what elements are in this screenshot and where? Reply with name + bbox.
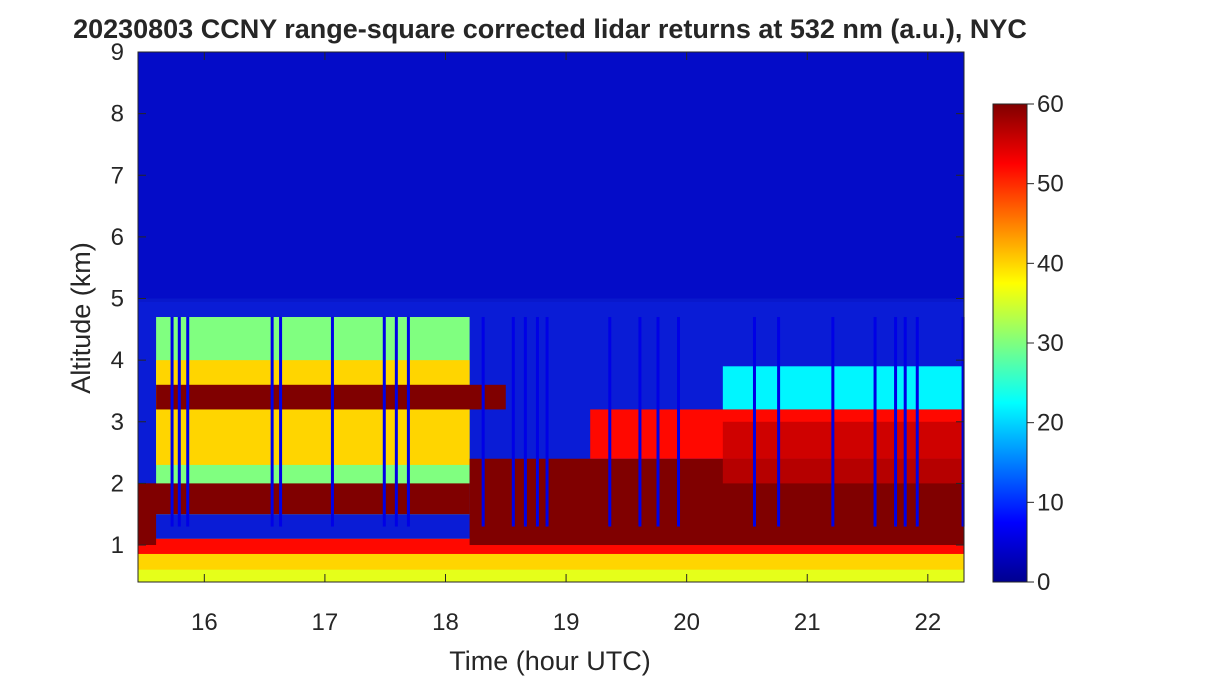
cloud-gap-streak-1	[177, 317, 181, 527]
y-tick-label-1: 2	[111, 470, 124, 497]
y-tick-label-6: 7	[111, 162, 124, 189]
y-tick-label-4: 5	[111, 286, 124, 313]
cloud-gap-streak-18	[752, 317, 756, 527]
heatmap-layer-3	[144, 483, 470, 515]
y-tick-label-5: 6	[111, 224, 124, 251]
x-tick-label-1: 17	[312, 609, 339, 636]
heatmap-layer-early	[138, 483, 157, 546]
colorbar-tick-label-4: 40	[1037, 250, 1064, 277]
heatmap-layers	[138, 52, 964, 582]
cloud-gap-streak-15	[638, 317, 642, 527]
heatmap-layer-0-lower	[138, 569, 964, 582]
cloud-gap-streak-8	[406, 317, 410, 527]
cloud-gap-streak-3	[270, 317, 274, 527]
x-tick-label-4: 20	[673, 609, 700, 636]
x-axis-ticks: 16 17 18 19 20 21 22	[191, 52, 941, 636]
x-tick-label-3: 19	[553, 609, 580, 636]
x-tick-label-5: 21	[794, 609, 821, 636]
x-tick-label-2: 18	[432, 609, 459, 636]
y-axis-label: Altitude (km)	[66, 242, 96, 394]
colorbar-tick-label-3: 30	[1037, 330, 1064, 357]
cloud-gap-streak-22	[894, 317, 898, 527]
chart-title: 20230803 CCNY range-square corrected lid…	[73, 14, 1027, 44]
plot-frame	[137, 51, 965, 583]
y-tick-label-0: 1	[111, 532, 124, 559]
x-tick-label-0: 16	[191, 609, 218, 636]
cloud-gap-streak-6	[382, 317, 386, 527]
cloud-gap-streak-2	[186, 317, 190, 527]
colorbar-ticks: 0 10 20 30 40 50 60	[1027, 91, 1064, 596]
cloud-gap-streak-23	[903, 317, 907, 527]
cloud-gap-streak-14	[608, 317, 612, 527]
colorbar-gradient	[992, 103, 1028, 583]
cloud-gap-streak-11	[523, 317, 527, 527]
cloud-gap-streak-9	[481, 317, 485, 527]
y-axis-ticks: 1 2 3 4 5 6 7 8 9	[111, 39, 964, 559]
y-tick-label-3: 4	[111, 347, 124, 374]
colorbar-tick-label-6: 60	[1037, 91, 1064, 118]
cloud-gap-streak-24	[915, 317, 919, 527]
y-tick-label-8: 9	[111, 39, 124, 66]
colorbar-tick-label-0: 0	[1037, 569, 1050, 596]
y-tick-label-7: 8	[111, 101, 124, 128]
colorbar-tick-label-1: 10	[1037, 489, 1064, 516]
heatmap-layer-5	[138, 52, 964, 299]
cloud-gap-streak-20	[831, 317, 835, 527]
cloud-gap-streak-4	[279, 317, 283, 527]
heatmap-layer-1-mix	[722, 421, 964, 484]
cloud-gap-streak-7	[394, 317, 398, 527]
heatmap-layer-4-east	[722, 366, 964, 410]
colorbar-tick-label-5: 50	[1037, 171, 1064, 198]
cloud-gap-streak-0	[170, 317, 174, 527]
heatmap-layer-4-core	[156, 360, 470, 465]
y-tick-label-2: 3	[111, 409, 124, 436]
x-tick-label-6: 22	[914, 609, 941, 636]
colorbar: 0 10 20 30 40 50 60	[992, 91, 1064, 596]
cloud-gap-streak-16	[656, 317, 660, 527]
x-axis-label: Time (hour UTC)	[449, 646, 651, 676]
cloud-gap-streak-21	[873, 317, 877, 527]
cloud-gap-streak-13	[545, 317, 549, 527]
colorbar-tick-label-2: 20	[1037, 410, 1064, 437]
cloud-gap-streak-10	[511, 317, 515, 527]
cloud-gap-streak-19	[777, 317, 781, 527]
cloud-gap-streak-5	[330, 317, 334, 527]
lidar-heatmap	[137, 51, 965, 583]
cloud-gap-streak-17	[677, 317, 681, 527]
cloud-gap-streak-12	[535, 317, 539, 527]
